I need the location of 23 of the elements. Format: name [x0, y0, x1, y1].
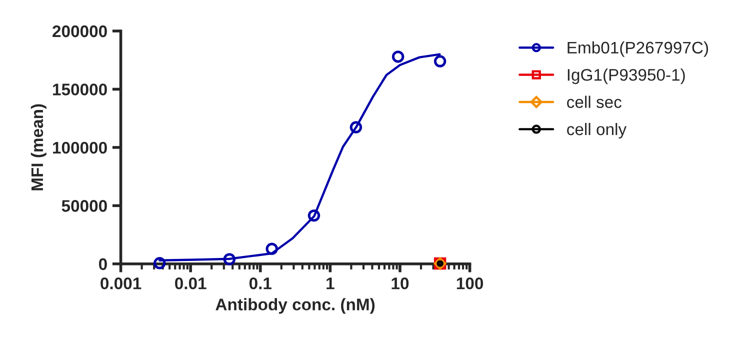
y-tick-label: 200000 — [52, 25, 107, 38]
point — [350, 121, 362, 134]
legend-label: cell sec — [567, 96, 622, 108]
x-tick-label: 1 — [326, 278, 334, 290]
legend-label: cell only — [567, 122, 627, 138]
legend-label: IgG1(P93950-1) — [568, 68, 685, 84]
y-axis-title: MFI (mean) — [30, 104, 46, 190]
x-tick-label: 10 — [392, 278, 409, 290]
x-tick-label: 100 — [456, 278, 484, 290]
point — [308, 209, 320, 222]
point — [392, 50, 404, 63]
point — [434, 55, 446, 68]
legend-label: Emb01(P267997C) — [568, 41, 708, 57]
x-tick-label: 0.01 — [175, 278, 206, 290]
point — [266, 242, 278, 255]
y-tick-label: 0 — [98, 258, 107, 270]
x-tick-label: 0.001 — [100, 278, 142, 290]
y-tick-label: 100000 — [53, 142, 107, 154]
y-tick-label: 50000 — [62, 200, 107, 212]
y-tick-label: 150000 — [53, 84, 107, 96]
x-tick-label: 0.1 — [249, 278, 272, 290]
x-axis-title: Antibody conc. (nM) — [216, 298, 375, 314]
point — [223, 253, 236, 266]
